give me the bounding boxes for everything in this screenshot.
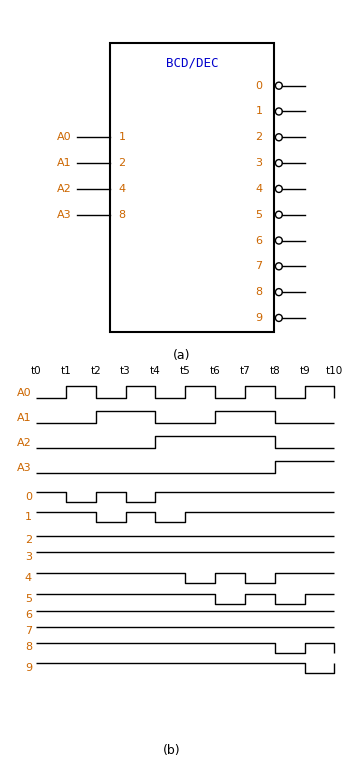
Text: 6: 6 xyxy=(25,610,32,620)
Text: t2: t2 xyxy=(90,366,101,376)
Text: 7: 7 xyxy=(255,262,262,272)
Text: 3: 3 xyxy=(256,158,262,168)
Text: 1: 1 xyxy=(118,132,125,142)
Text: 5: 5 xyxy=(25,594,32,604)
Text: t9: t9 xyxy=(299,366,310,376)
Text: t4: t4 xyxy=(150,366,161,376)
Text: 8: 8 xyxy=(255,287,262,297)
Text: (a): (a) xyxy=(173,349,191,362)
Text: 9: 9 xyxy=(25,662,32,672)
Bar xyxy=(110,44,274,332)
Text: t6: t6 xyxy=(210,366,221,376)
Text: A1: A1 xyxy=(57,158,72,168)
Text: t8: t8 xyxy=(269,366,280,376)
Text: t7: t7 xyxy=(239,366,250,376)
Text: A3: A3 xyxy=(57,210,72,220)
Text: (b): (b) xyxy=(163,744,180,757)
Text: t3: t3 xyxy=(120,366,131,376)
Text: 0: 0 xyxy=(25,492,32,502)
Text: 4: 4 xyxy=(118,184,126,194)
Text: t0: t0 xyxy=(31,366,41,376)
Text: 6: 6 xyxy=(256,236,262,246)
Text: 4: 4 xyxy=(25,573,32,583)
Text: 3: 3 xyxy=(25,552,32,562)
Text: 0: 0 xyxy=(256,80,262,91)
Text: A2: A2 xyxy=(57,184,72,194)
Text: A0: A0 xyxy=(17,388,32,398)
Text: 2: 2 xyxy=(118,158,126,168)
Text: 2: 2 xyxy=(255,132,262,142)
Text: 7: 7 xyxy=(25,627,32,636)
Text: t5: t5 xyxy=(180,366,191,376)
Text: A0: A0 xyxy=(57,132,72,142)
Text: 2: 2 xyxy=(25,536,32,545)
Text: 1: 1 xyxy=(25,512,32,522)
Text: 5: 5 xyxy=(256,210,262,220)
Text: 1: 1 xyxy=(256,106,262,116)
Text: t10: t10 xyxy=(326,366,343,376)
Text: 8: 8 xyxy=(25,643,32,653)
Text: BCD/DEC: BCD/DEC xyxy=(166,57,218,70)
Text: 9: 9 xyxy=(255,313,262,323)
Text: t1: t1 xyxy=(60,366,71,376)
Text: 4: 4 xyxy=(255,184,262,194)
Text: A3: A3 xyxy=(17,464,32,474)
Text: 8: 8 xyxy=(118,210,126,220)
Text: A2: A2 xyxy=(17,438,32,448)
Text: A1: A1 xyxy=(17,413,32,423)
